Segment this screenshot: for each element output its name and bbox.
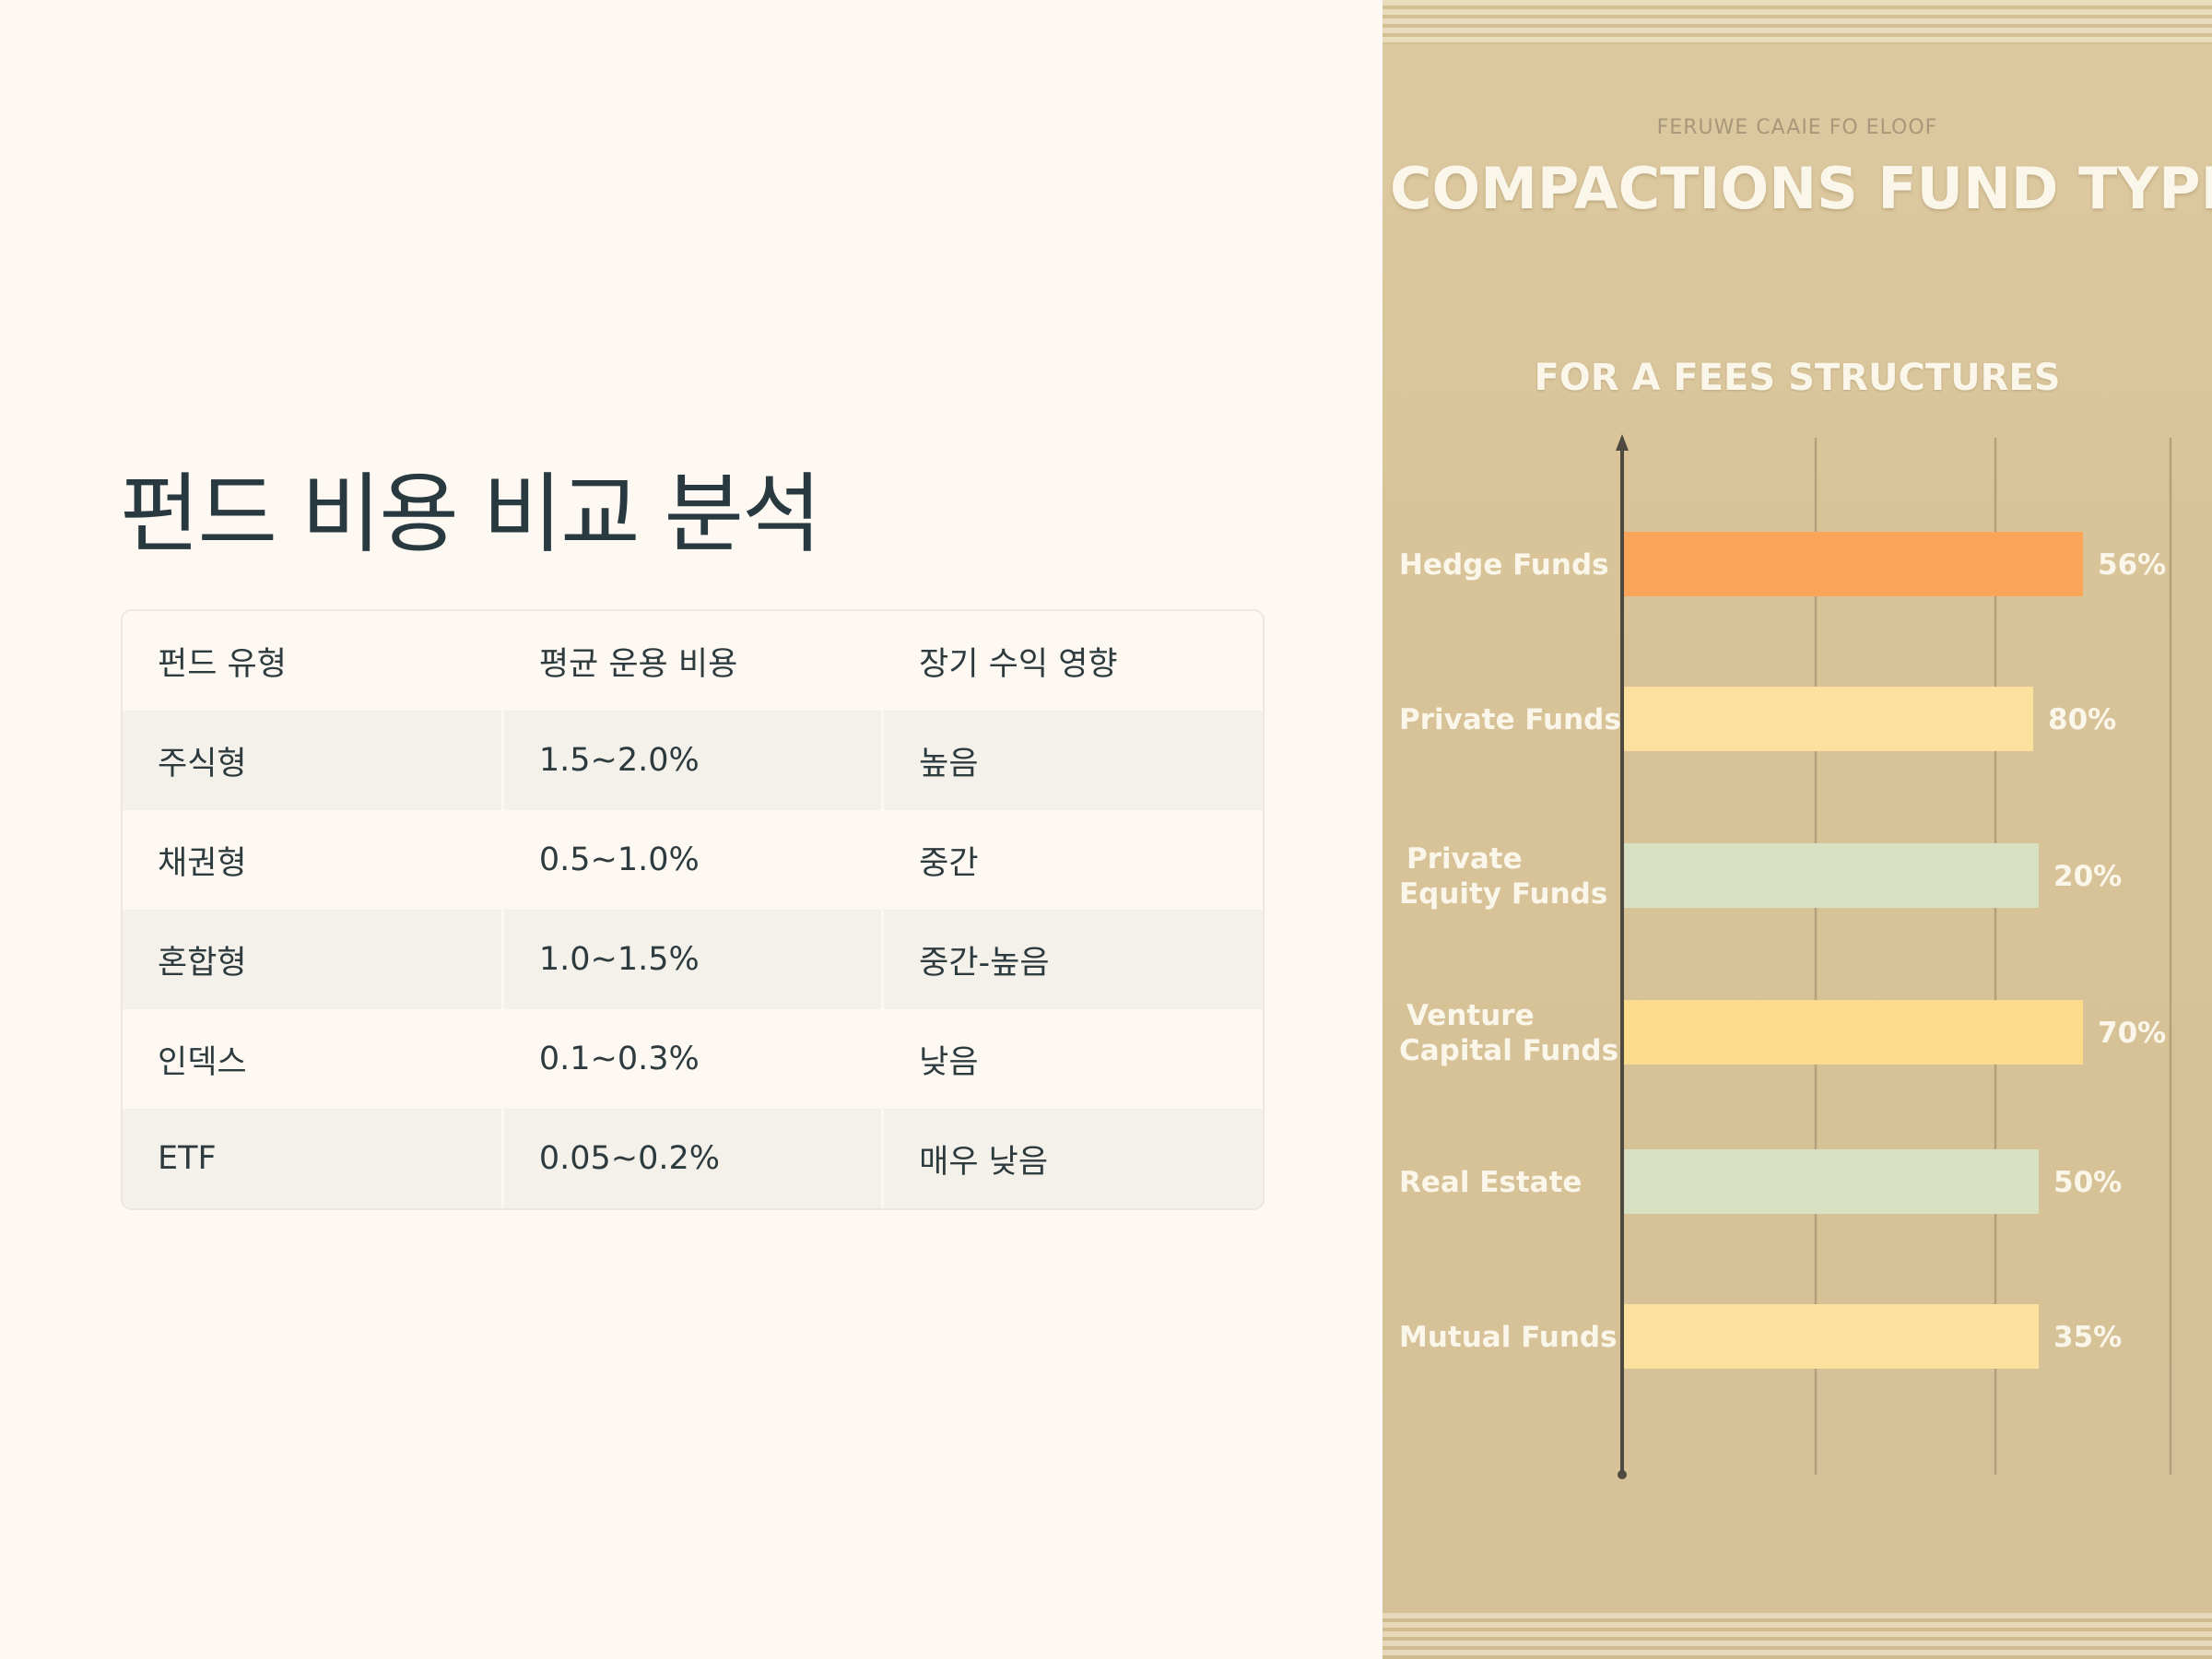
page-title: 펀드 비용 비교 분석 [120, 465, 821, 565]
category-label: Private [1406, 842, 1523, 876]
infographic-kicker: FERUWE CAAIE FO ELOOF [1656, 116, 1938, 139]
infographic-panel: FERUWE CAAIE FO ELOOF COMPACTIONS FUND T… [1382, 0, 2212, 1659]
value-label: 50% [2053, 1166, 2122, 1199]
category-label: Venture [1406, 999, 1535, 1032]
table-cell: 0.05~0.2% [500, 1109, 883, 1208]
table-cell: 낮음 [881, 1009, 1263, 1109]
table-cell: 혼합형 [158, 944, 247, 982]
bar [1624, 843, 2039, 908]
table-cell: 인덱스 [158, 1043, 247, 1081]
fund-cost-table-card: 펀드 유형 평균 운용 비용 장기 수익 영향 주식형 1.5~2.0% 높음 … [121, 609, 1265, 1210]
bar [1624, 532, 2083, 596]
table-row: 주식형 1.5~2.0% 높음 [123, 711, 1263, 810]
value-label: 56% [2098, 548, 2166, 582]
category-label: Private Funds [1399, 703, 1621, 736]
table-cell: 0.1~0.3% [500, 1009, 883, 1109]
category-label: Real Estate [1399, 1166, 1582, 1199]
table-cell: 1.5~2.0% [500, 711, 883, 810]
header-fund-type: 펀드 유형 [158, 645, 287, 683]
left-panel: 펀드 비용 비교 분석 펀드 유형 평균 운용 비용 장기 수익 영향 주식형 … [120, 465, 1265, 1210]
table-row: 채권형 0.5~1.0% 중간 [123, 810, 1263, 910]
axis-arrow-icon [1616, 434, 1629, 451]
table-row: 인덱스 0.1~0.3% 낮음 [123, 1009, 1263, 1109]
frame-border-top [1382, 0, 2212, 44]
infographic-subtitle: FOR A FEES STRUCTURES [1534, 357, 2061, 399]
table-cell: 높음 [881, 711, 1263, 810]
category-label: Mutual Funds [1399, 1321, 1618, 1354]
infographic-title: COMPACTIONS FUND TYPES [1390, 155, 2212, 222]
fund-cost-table: 펀드 유형 평균 운용 비용 장기 수익 영향 주식형 1.5~2.0% 높음 … [123, 611, 1263, 1208]
table-row: 혼합형 1.0~1.5% 중간-높음 [123, 910, 1263, 1009]
category-label: Hedge Funds [1399, 548, 1609, 582]
value-label: 80% [2048, 703, 2116, 736]
frame-border-bottom [1382, 1613, 2212, 1659]
table-header-row: 펀드 유형 평균 운용 비용 장기 수익 영향 [123, 611, 1263, 711]
table-cell: 0.5~1.0% [500, 810, 883, 910]
value-label: 35% [2053, 1321, 2122, 1354]
bar [1624, 1000, 2083, 1065]
table-cell: 중간 [881, 810, 1263, 910]
header-avg-cost: 평균 운용 비용 [500, 611, 883, 711]
fund-fee-bar-chart: Hedge Funds 56% Private Funds 80% PrivateEqu… [1399, 434, 2172, 1479]
category-label: Equity Funds [1399, 877, 1607, 911]
table-row: ETF 0.05~0.2% 매우 낮음 [123, 1109, 1263, 1208]
value-label: 70% [2098, 1017, 2166, 1050]
value-label: 20% [2053, 860, 2122, 893]
table-cell: 1.0~1.5% [500, 910, 883, 1009]
category-label: Capital Funds [1399, 1034, 1618, 1067]
bar [1624, 1149, 2039, 1214]
table-cell: ETF [158, 1140, 217, 1177]
table-cell: 주식형 [158, 745, 247, 782]
axis-end-dot [1618, 1470, 1627, 1479]
table-cell: 채권형 [158, 844, 247, 882]
table-cell: 중간-높음 [881, 910, 1263, 1009]
bar [1624, 1304, 2039, 1369]
header-long-term-impact: 장기 수익 영향 [881, 611, 1263, 711]
bar [1624, 687, 2033, 751]
table-cell: 매우 낮음 [881, 1109, 1263, 1208]
